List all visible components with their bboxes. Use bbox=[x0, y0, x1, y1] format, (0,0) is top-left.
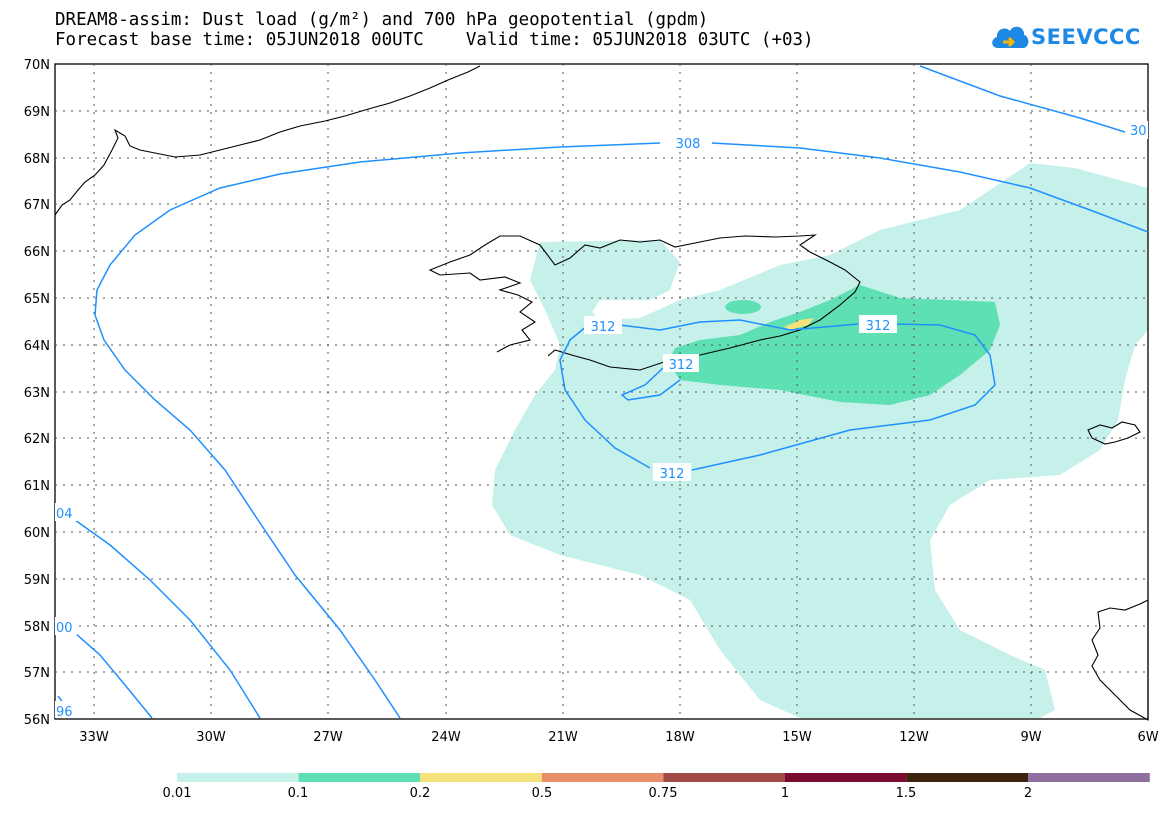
contour-label-312-top: 312 bbox=[591, 320, 616, 335]
colorbar-label: 1.5 bbox=[895, 786, 917, 801]
lon-label: 30W bbox=[196, 730, 226, 745]
lon-label: 24W bbox=[431, 730, 461, 745]
contour-308 bbox=[711, 142, 1149, 233]
contour-label-312-bottom: 312 bbox=[660, 467, 685, 482]
map-title-line2: Forecast base time: 05JUN2018 00UTC Vali… bbox=[55, 30, 814, 50]
map-title-line1: DREAM8-assim: Dust load (g/m²) and 700 h… bbox=[55, 10, 709, 30]
cloud-icon bbox=[992, 26, 1029, 48]
contour-312-outer bbox=[691, 323, 996, 471]
seevccc-logo: SEEVCCC bbox=[990, 18, 1155, 58]
dust-area-0.2 bbox=[784, 318, 814, 330]
lat-label: 68N bbox=[24, 152, 50, 167]
colorbar-swatch bbox=[1028, 773, 1150, 782]
contour-308 bbox=[919, 65, 1126, 133]
colorbar bbox=[177, 773, 1150, 782]
dust-area-0.1 bbox=[725, 300, 761, 314]
contour-label-312-right: 312 bbox=[866, 319, 891, 334]
lat-label: 65N bbox=[24, 292, 50, 307]
colorbar-label: 0.5 bbox=[531, 786, 553, 801]
lat-label: 63N bbox=[24, 386, 50, 401]
greenland-coast bbox=[54, 65, 481, 216]
lat-label: 59N bbox=[24, 573, 50, 588]
lon-label: 27W bbox=[313, 730, 343, 745]
lat-label: 66N bbox=[24, 245, 50, 260]
colorbar-swatch bbox=[663, 773, 785, 782]
lat-label: 58N bbox=[24, 620, 50, 635]
contour-312-outer bbox=[619, 319, 859, 331]
colorbar-swatch bbox=[420, 773, 542, 782]
lat-label: 57N bbox=[24, 666, 50, 681]
colorbar-swatch bbox=[541, 773, 664, 782]
graticule bbox=[55, 64, 1148, 719]
contour-label-300: 00 bbox=[56, 621, 73, 636]
lat-label: 67N bbox=[24, 198, 50, 213]
lon-label: 12W bbox=[899, 730, 929, 745]
logo-text: SEEVCCC bbox=[1031, 25, 1141, 49]
latitude-labels: 70N 69N 68N 67N 66N 65N 64N 63N 62N 61N … bbox=[24, 58, 50, 728]
longitude-labels: 33W 30W 27W 24W 21W 18W 15W 12W 9W 6W bbox=[79, 730, 1158, 745]
colorbar-label: 1 bbox=[780, 786, 790, 801]
lat-label: 69N bbox=[24, 105, 50, 120]
colorbar-label: 0.2 bbox=[409, 786, 431, 801]
coastlines bbox=[54, 65, 1149, 721]
lat-label: 61N bbox=[24, 479, 50, 494]
contour-labels: 308 30 312 312 312 312 04 00 96 bbox=[55, 121, 1148, 720]
dust-area-0.1 bbox=[668, 285, 1000, 405]
lon-label: 21W bbox=[548, 730, 578, 745]
contour-300 bbox=[74, 632, 153, 719]
contour-312-inner bbox=[620, 367, 681, 401]
contour-label-312-inner: 312 bbox=[669, 358, 694, 373]
geopotential-contours bbox=[57, 65, 1149, 719]
faroe-coast bbox=[1087, 421, 1141, 445]
contour-304 bbox=[74, 519, 261, 719]
colorbar-label: 2 bbox=[1023, 786, 1033, 801]
lon-label: 15W bbox=[782, 730, 812, 745]
lat-label: 62N bbox=[24, 432, 50, 447]
scotland-coast bbox=[1091, 599, 1149, 721]
contour-label-308: 308 bbox=[676, 137, 701, 152]
lat-label: 60N bbox=[24, 526, 50, 541]
colorbar-label: 0.1 bbox=[287, 786, 309, 801]
contour-label-308-right: 30 bbox=[1130, 124, 1147, 139]
colorbar-swatch bbox=[298, 773, 421, 782]
colorbar-label: 0.75 bbox=[648, 786, 678, 801]
lat-label: 64N bbox=[24, 339, 50, 354]
colorbar-label: 0.01 bbox=[162, 786, 192, 801]
contour-312-outer bbox=[559, 324, 651, 469]
iceland-coast bbox=[428, 234, 861, 371]
lon-label: 18W bbox=[665, 730, 695, 745]
lon-label: 6W bbox=[1137, 730, 1158, 745]
contour-label-296: 96 bbox=[56, 705, 73, 720]
contour-308 bbox=[94, 142, 661, 719]
contour-label-304: 04 bbox=[56, 507, 73, 522]
colorbar-swatch bbox=[906, 773, 1029, 782]
colorbar-swatch bbox=[177, 773, 299, 782]
lon-label: 33W bbox=[79, 730, 109, 745]
colorbar-swatch bbox=[785, 773, 907, 782]
lon-label: 9W bbox=[1020, 730, 1041, 745]
lat-label: 56N bbox=[24, 713, 50, 728]
lat-label: 70N bbox=[24, 58, 50, 73]
